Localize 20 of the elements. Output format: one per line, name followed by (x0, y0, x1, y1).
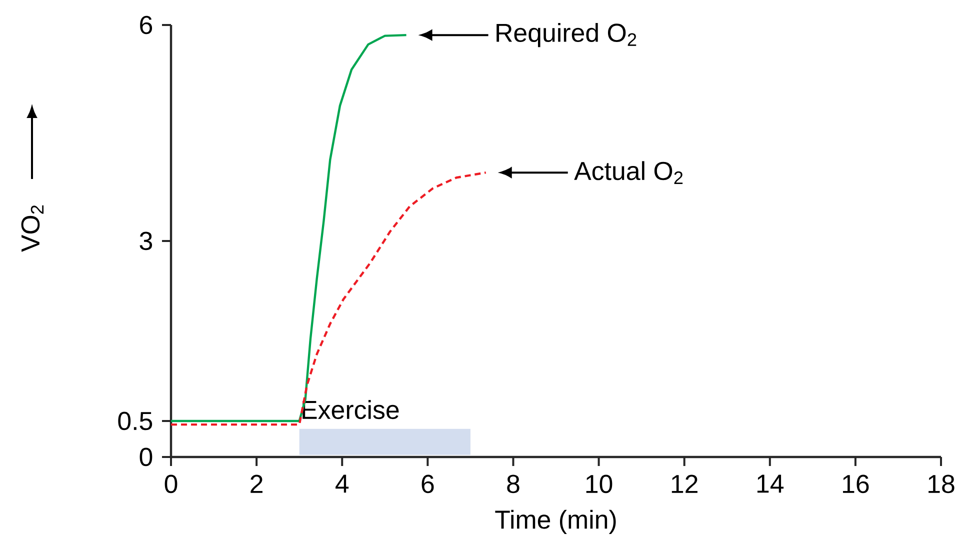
x-tick-label: 10 (586, 474, 612, 494)
x-axis-title: Time (min) (495, 510, 616, 534)
y-tick-label: 3 (140, 232, 152, 250)
x-tick-label: 0 (164, 474, 178, 494)
annotation: Actual O$_{2}$ (574, 161, 683, 184)
x-tick-label: 16 (843, 474, 869, 494)
y-axis-title: VO$_{2}$ (21, 205, 44, 252)
x-tick-label: 12 (672, 474, 698, 493)
y-tick-label: 0.5 (118, 412, 152, 430)
x-tick-label: 18 (928, 474, 954, 494)
y-tick-label: 0 (140, 448, 152, 466)
x-tick-label: 4 (336, 474, 349, 493)
y-tick-label: 6 (140, 16, 152, 34)
x-tick-label: 8 (507, 474, 520, 494)
line-series (170, 34, 408, 422)
annotation: Required O$_{2}$ (496, 23, 636, 48)
x-tick-label: 6 (422, 474, 434, 494)
band-label: Exercise (302, 400, 399, 420)
x-tick-label: 14 (757, 474, 784, 493)
x-tick-label: 2 (250, 474, 262, 493)
